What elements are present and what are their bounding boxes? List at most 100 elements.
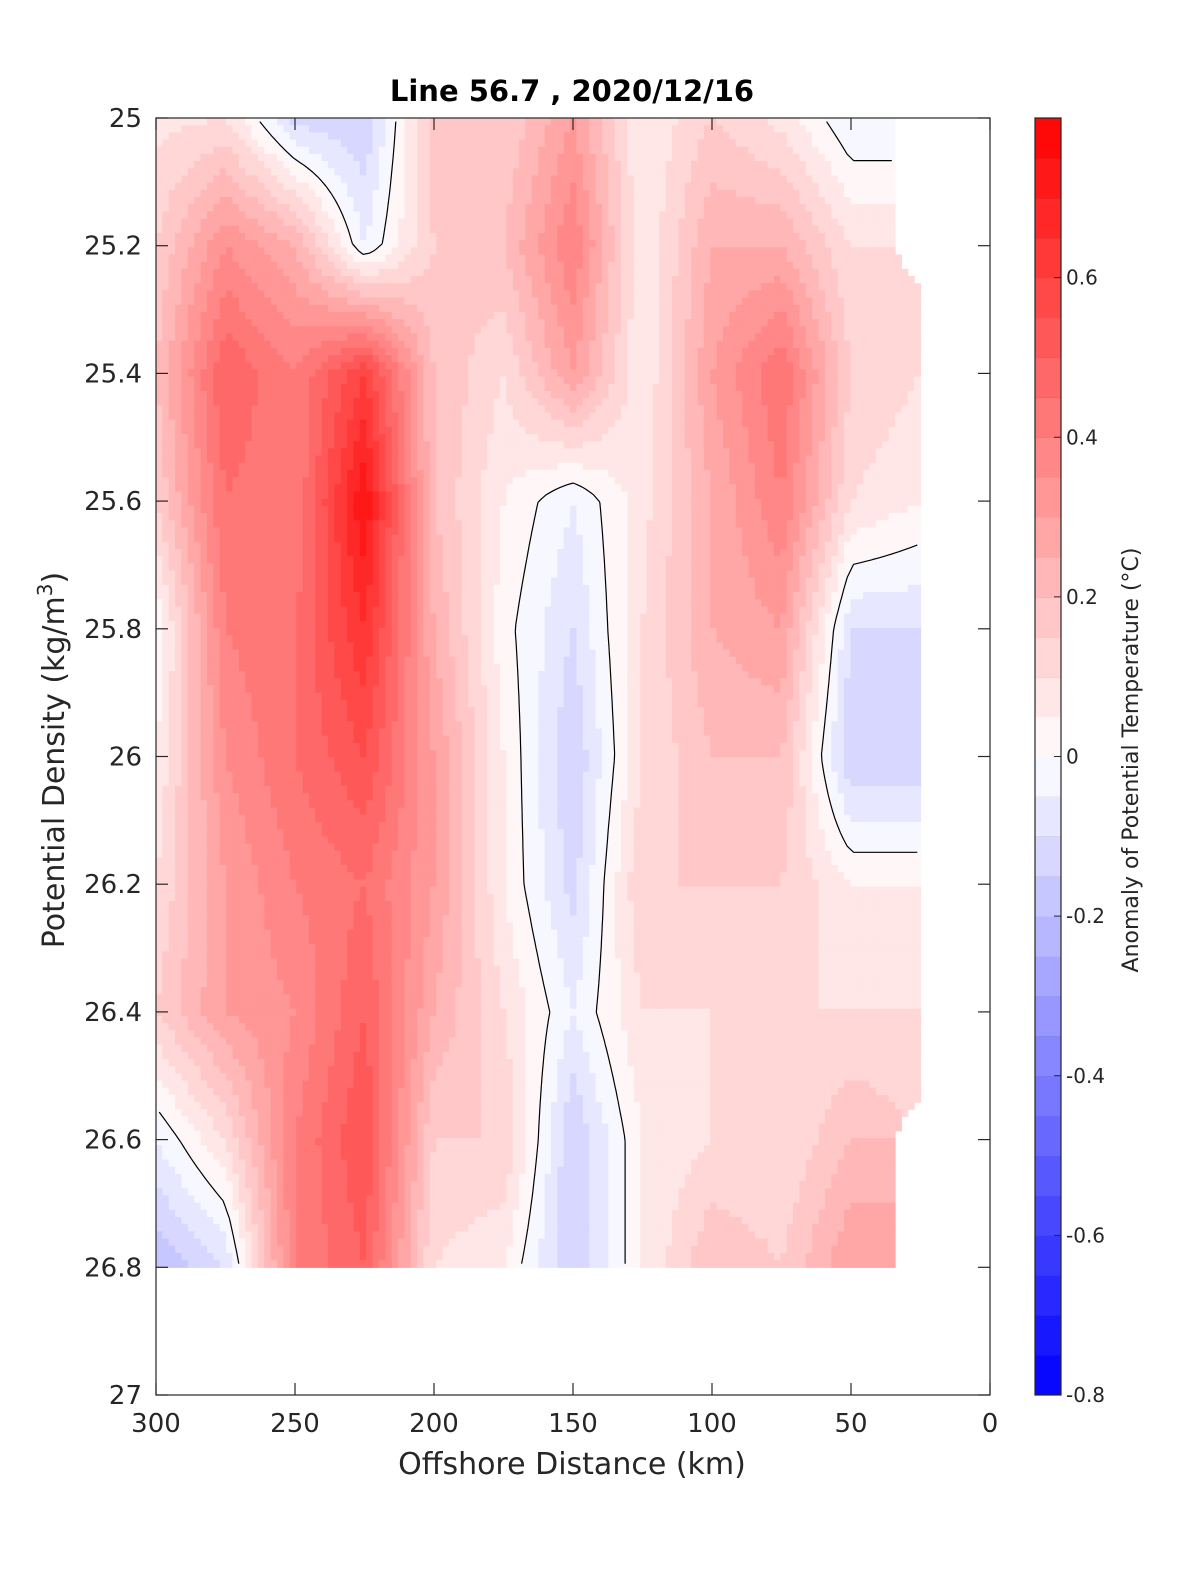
- field-cell: [360, 312, 367, 320]
- field-cell: [545, 190, 552, 198]
- field-cell: [506, 413, 513, 421]
- field-cell: [850, 233, 857, 241]
- field-cell: [608, 319, 615, 327]
- field-cell: [844, 298, 851, 306]
- field-cell: [156, 190, 163, 198]
- field-cell: [640, 333, 647, 341]
- field-cell: [290, 175, 297, 183]
- field-cell: [755, 305, 762, 313]
- field-cell: [449, 204, 456, 212]
- field-cell: [621, 369, 628, 377]
- field-cell: [576, 377, 583, 385]
- field-cell: [615, 175, 622, 183]
- field-cell: [589, 161, 596, 169]
- field-cell: [188, 147, 195, 155]
- field-cell: [761, 125, 768, 133]
- field-cell: [812, 247, 819, 255]
- field-cell: [258, 319, 265, 327]
- field-cell: [768, 341, 775, 349]
- field-cell: [354, 262, 361, 270]
- field-cell: [232, 369, 239, 377]
- field-cell: [379, 262, 386, 270]
- field-cell: [411, 132, 418, 140]
- field-cell: [615, 140, 622, 148]
- field-cell: [455, 326, 462, 334]
- field-cell: [169, 413, 176, 421]
- field-cell: [252, 420, 259, 428]
- field-cell: [494, 254, 501, 262]
- field-cell: [551, 377, 558, 385]
- field-cell: [627, 197, 634, 205]
- field-cell: [870, 341, 877, 349]
- field-cell: [819, 211, 826, 219]
- field-cell: [627, 312, 634, 320]
- field-cell: [819, 226, 826, 234]
- field-cell: [366, 319, 373, 327]
- field-cell: [481, 132, 488, 140]
- field-cell: [239, 355, 246, 363]
- field-cell: [755, 175, 762, 183]
- field-cell: [583, 319, 590, 327]
- field-cell: [252, 355, 259, 363]
- field-cell: [360, 369, 367, 377]
- field-cell: [462, 276, 469, 284]
- field-cell: [411, 391, 418, 399]
- field-cell: [698, 211, 705, 219]
- field-cell: [774, 283, 781, 291]
- field-cell: [519, 398, 526, 406]
- field-cell: [761, 413, 768, 421]
- field-cell: [882, 398, 889, 406]
- field-cell: [564, 290, 571, 298]
- field-cell: [424, 312, 431, 320]
- field-cell: [659, 384, 666, 392]
- field-cell: [729, 319, 736, 327]
- field-cell: [666, 161, 673, 169]
- field-cell: [500, 132, 507, 140]
- field-cell: [602, 362, 609, 370]
- field-cell: [360, 183, 367, 191]
- field-cell: [194, 312, 201, 320]
- field-cell: [354, 197, 361, 205]
- field-cell: [863, 147, 870, 155]
- field-cell: [736, 355, 743, 363]
- field-cell: [666, 333, 673, 341]
- field-cell: [481, 168, 488, 176]
- field-cell: [487, 384, 494, 392]
- field-cell: [487, 140, 494, 148]
- field-cell: [239, 384, 246, 392]
- field-cell: [570, 283, 577, 291]
- field-cell: [736, 369, 743, 377]
- field-cell: [245, 211, 252, 219]
- anomaly-field: [156, 118, 921, 1268]
- field-cell: [672, 413, 679, 421]
- field-cell: [194, 140, 201, 148]
- field-cell: [430, 211, 437, 219]
- field-cell: [761, 219, 768, 227]
- field-cell: [570, 405, 577, 413]
- field-cell: [615, 305, 622, 313]
- field-cell: [309, 254, 316, 262]
- field-cell: [328, 341, 335, 349]
- field-cell: [296, 190, 303, 198]
- field-cell: [551, 312, 558, 320]
- field-cell: [685, 154, 692, 162]
- field-cell: [640, 276, 647, 284]
- field-cell: [857, 276, 864, 284]
- field-cell: [557, 283, 564, 291]
- field-cell: [213, 413, 220, 421]
- field-cell: [303, 341, 310, 349]
- field-cell: [698, 175, 705, 183]
- field-cell: [545, 391, 552, 399]
- field-cell: [385, 240, 392, 248]
- field-cell: [615, 132, 622, 140]
- field-cell: [487, 219, 494, 227]
- field-cell: [691, 183, 698, 191]
- field-cell: [226, 377, 233, 385]
- field-cell: [857, 262, 864, 270]
- field-cell: [755, 369, 762, 377]
- field-cell: [685, 341, 692, 349]
- field-cell: [315, 283, 322, 291]
- field-cell: [787, 384, 794, 392]
- field-cell: [334, 348, 341, 356]
- field-cell: [602, 333, 609, 341]
